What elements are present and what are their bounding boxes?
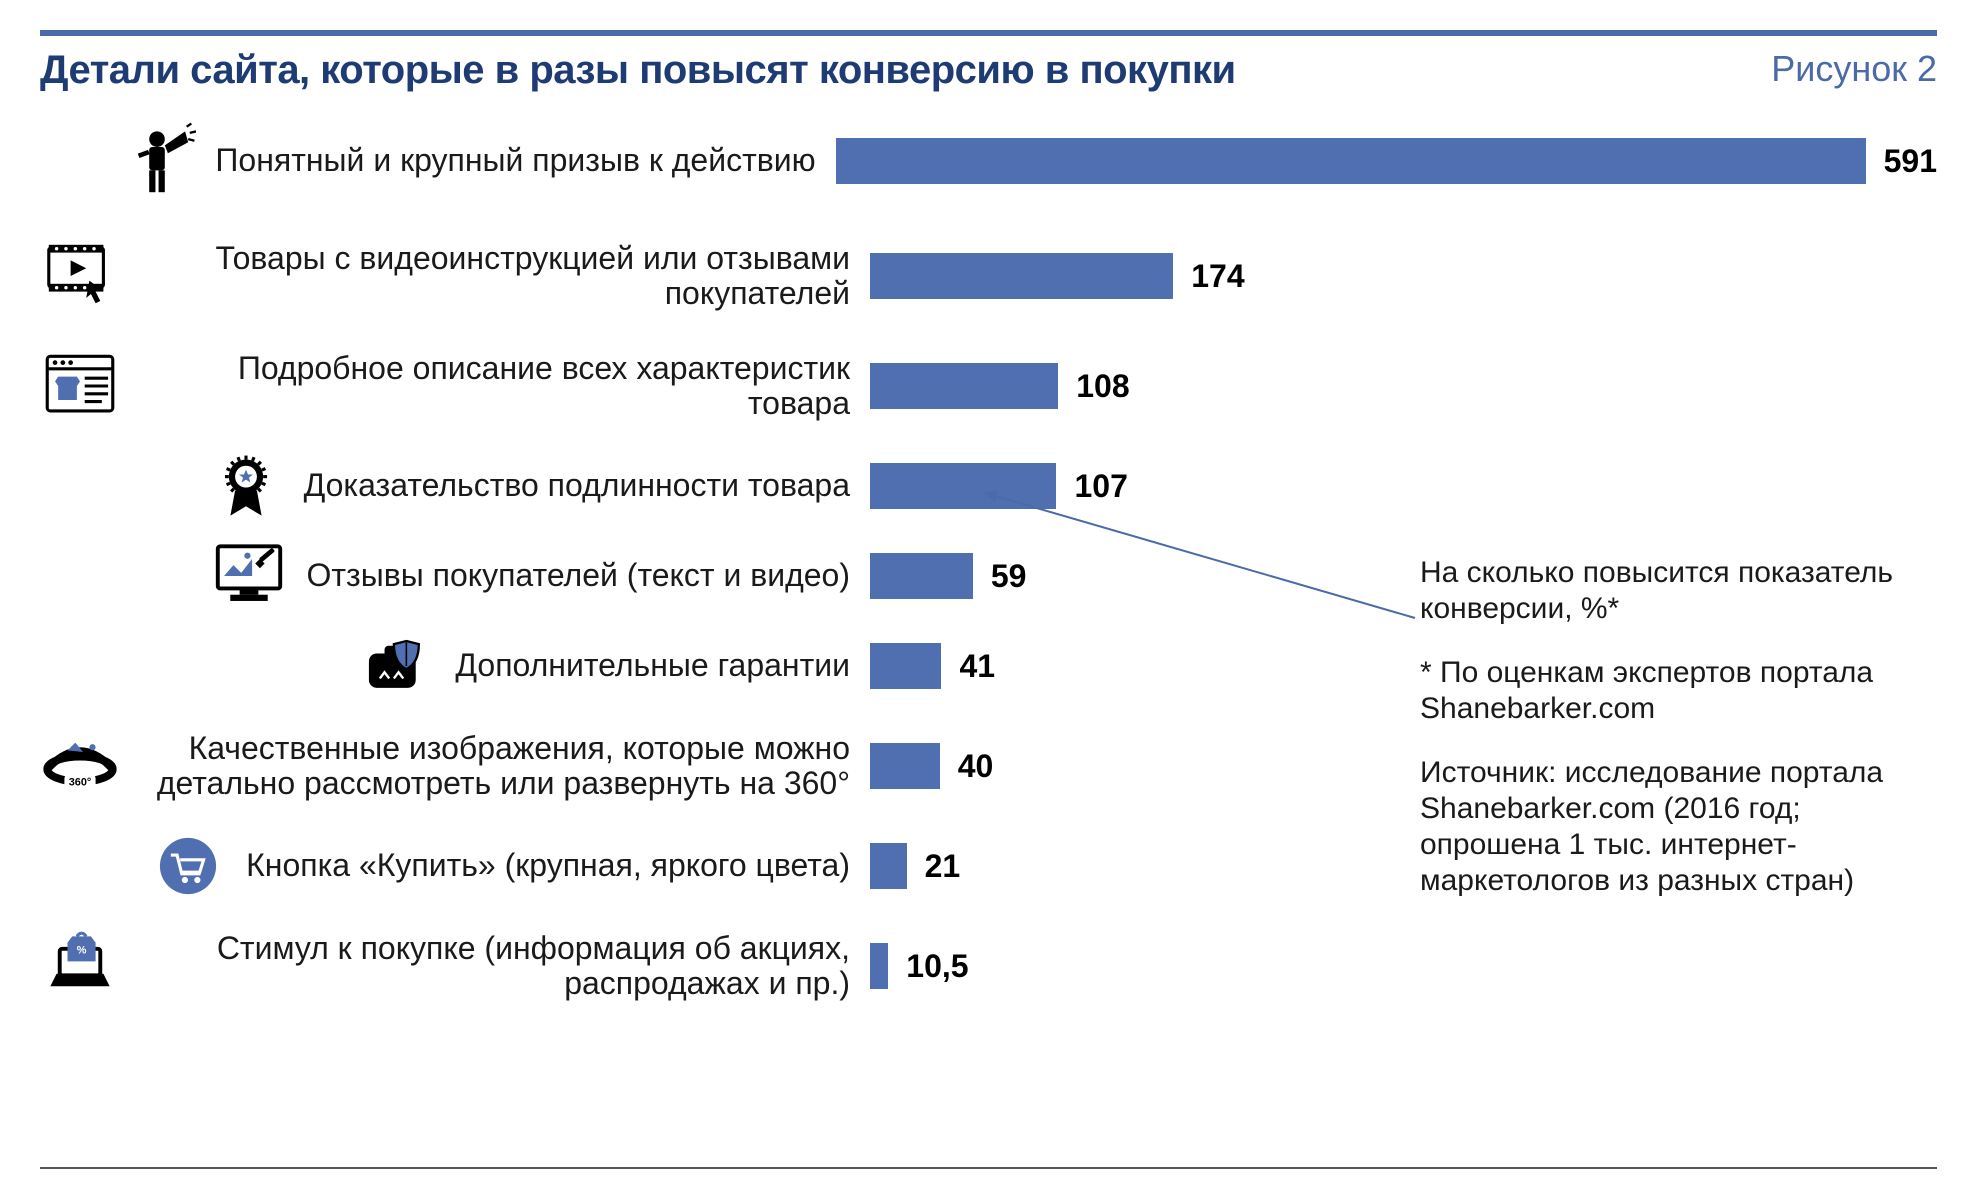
shield-case-icon [357, 626, 437, 706]
row-label: Дополнительные гарантии [455, 648, 850, 683]
bar-value: 107 [1074, 468, 1127, 505]
label-column: Кнопка «Купить» (крупная, яркого цвета) [40, 826, 870, 906]
row-label: Кнопка «Купить» (крупная, яркого цвета) [246, 848, 850, 883]
label-column: Подробное описание всех характеристик то… [40, 346, 870, 426]
video-cursor-icon [40, 236, 120, 316]
label-column: Товары с видеоинструкцией или отзывами п… [40, 236, 870, 316]
bar [870, 463, 1056, 509]
bar-column: 591 [836, 138, 1937, 184]
buy-cart-icon [148, 826, 228, 906]
svg-text:360°: 360° [69, 777, 92, 789]
bar-value: 591 [1884, 143, 1937, 180]
bar-value: 108 [1076, 368, 1129, 405]
bar-value: 21 [925, 848, 961, 885]
bar [870, 743, 940, 789]
bar [870, 843, 907, 889]
row-label: Качественные изображения, которые можно … [138, 731, 850, 801]
bar-value: 41 [959, 648, 995, 685]
bar-column: 107 [870, 463, 1937, 509]
bar-value: 59 [991, 558, 1027, 595]
row-label: Товары с видеоинструкцией или отзывами п… [138, 241, 850, 311]
label-column: Понятный и крупный призыв к действию [40, 121, 836, 201]
chart-row: Товары с видеоинструкцией или отзывами п… [40, 221, 1937, 331]
row-label: Понятный и крупный призыв к действию [215, 143, 815, 178]
top-rule [40, 30, 1937, 36]
megaphone-person-icon [117, 121, 197, 201]
row-label: Стимул к покупке (информация об акциях, … [138, 931, 850, 1001]
label-column: Дополнительные гарантии [40, 626, 870, 706]
label-column: Отзывы покупателей (текст и видео) [40, 536, 870, 616]
bar [870, 253, 1173, 299]
bar-value: 40 [958, 748, 994, 785]
bar [870, 643, 941, 689]
bar [870, 943, 888, 989]
reviews-screen-icon [209, 536, 289, 616]
chart-title: Детали сайта, которые в разы повысят кон… [40, 48, 1236, 93]
sale-laptop-icon: % [40, 926, 120, 1006]
chart-row: Понятный и крупный призыв к действию 591 [40, 101, 1937, 221]
svg-text:%: % [77, 945, 87, 957]
infographic-page: Детали сайта, которые в разы повысят кон… [0, 0, 1977, 1199]
chart-row: Доказательство подлинности товара 107 [40, 441, 1937, 531]
chart-row: % Стимул к покупке (информация об акциях… [40, 911, 1937, 1021]
label-column: % Стимул к покупке (информация об акциях… [40, 926, 870, 1006]
360-view-icon: 360° [40, 726, 120, 806]
bar [836, 138, 1866, 184]
browser-shirt-icon [40, 346, 120, 426]
bar-column: 10,5 [870, 943, 1937, 989]
figure-label: Рисунок 2 [1771, 48, 1937, 90]
bar [870, 363, 1058, 409]
annotation-footnote: * По оценкам экспертов портала Shanebark… [1420, 655, 1940, 727]
bar-value: 174 [1191, 258, 1244, 295]
row-label: Доказательство подлинности товара [304, 468, 850, 503]
award-badge-icon [206, 446, 286, 526]
bar-column: 108 [870, 363, 1937, 409]
header-row: Детали сайта, которые в разы повысят кон… [40, 48, 1937, 93]
annotation-source: Источник: исследование портала Shanebark… [1420, 755, 1940, 899]
label-column: 360° Качественные изображения, которые м… [40, 726, 870, 806]
bottom-rule [40, 1167, 1937, 1169]
chart-row: Подробное описание всех характеристик то… [40, 331, 1937, 441]
bar [870, 553, 973, 599]
bar-value: 10,5 [906, 948, 968, 985]
annotation-block: На сколько повысится показатель конверси… [1420, 555, 1940, 927]
bar-column: 174 [870, 253, 1937, 299]
row-label: Подробное описание всех характеристик то… [138, 351, 850, 421]
row-label: Отзывы покупателей (текст и видео) [307, 558, 851, 593]
annotation-pointer-text: На сколько повысится показатель конверси… [1420, 555, 1940, 627]
label-column: Доказательство подлинности товара [40, 446, 870, 526]
